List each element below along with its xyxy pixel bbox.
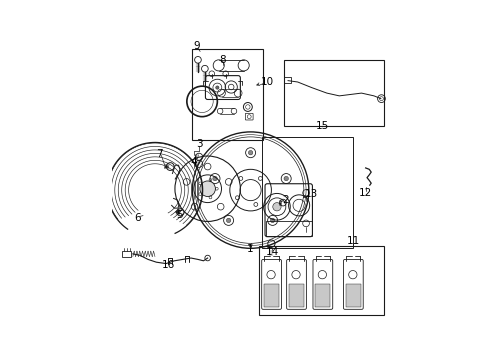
Bar — [265, 221, 311, 236]
Text: 5: 5 — [176, 210, 183, 220]
Text: 2: 2 — [282, 195, 288, 205]
Text: 3: 3 — [196, 139, 202, 149]
Text: 1: 1 — [247, 244, 253, 254]
Bar — [284, 60, 383, 126]
Text: 8: 8 — [219, 55, 226, 65]
Circle shape — [272, 203, 281, 211]
Text: 13: 13 — [305, 189, 318, 199]
Circle shape — [284, 176, 288, 181]
Circle shape — [248, 150, 252, 155]
Circle shape — [200, 181, 215, 197]
Bar — [259, 246, 383, 315]
Bar — [122, 251, 131, 257]
Bar — [315, 284, 329, 307]
Text: 16: 16 — [162, 260, 175, 270]
Text: 14: 14 — [265, 247, 278, 257]
Circle shape — [215, 86, 219, 89]
Circle shape — [212, 176, 217, 181]
Text: 11: 11 — [346, 237, 359, 246]
Circle shape — [270, 218, 274, 222]
Text: 9: 9 — [193, 41, 200, 51]
Text: 15: 15 — [315, 121, 328, 131]
Text: 4: 4 — [190, 157, 197, 167]
Bar — [261, 138, 352, 248]
Text: 12: 12 — [358, 188, 371, 198]
Bar — [346, 284, 360, 307]
Text: 7: 7 — [156, 149, 163, 159]
Bar — [284, 77, 290, 84]
Circle shape — [226, 218, 230, 222]
Bar — [288, 284, 303, 307]
Bar — [192, 49, 263, 140]
Text: 10: 10 — [260, 77, 273, 87]
Text: 6: 6 — [134, 213, 141, 223]
Bar — [264, 284, 278, 307]
